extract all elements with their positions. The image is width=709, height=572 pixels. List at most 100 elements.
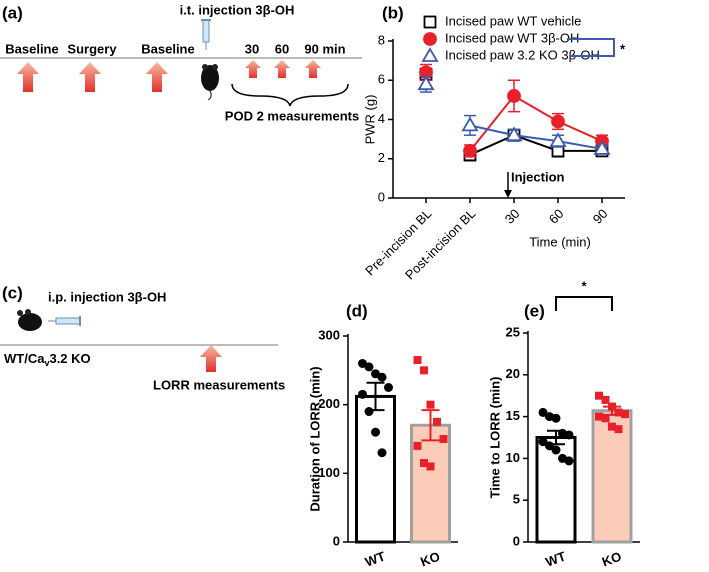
y-tick-label: 5 <box>513 492 520 507</box>
x-axis-label: Time (min) <box>529 234 591 249</box>
syringe <box>48 316 81 326</box>
significance: * <box>581 278 587 293</box>
bar <box>355 394 396 544</box>
y-tick-label: 8 <box>378 32 385 47</box>
time-label: 60 <box>275 41 289 56</box>
legend-label: Incised paw WT 3β-OH <box>445 30 579 45</box>
marker <box>593 140 611 155</box>
data-point <box>371 427 380 437</box>
measurements-text: LORR measurements <box>153 377 285 392</box>
panel-label: (b) <box>382 3 404 22</box>
data-point <box>377 448 387 458</box>
panel-a: (a) i.t. injection 3β-OH Baseline Surger… <box>0 2 362 123</box>
data-point <box>601 414 610 423</box>
group-part: 3.2 KO <box>49 351 90 366</box>
marker <box>463 143 477 158</box>
mouse <box>201 64 219 101</box>
data-point <box>564 456 574 466</box>
y-tick-label: 0 <box>378 189 385 204</box>
data-point <box>433 417 441 426</box>
x-tick-label: KO <box>600 549 623 570</box>
data-point <box>364 362 374 372</box>
y-tick-label: 20 <box>506 366 520 381</box>
series <box>417 75 611 155</box>
marker <box>423 32 437 46</box>
data-point <box>601 395 610 404</box>
group-part: WT/Ca <box>4 351 45 366</box>
marker <box>549 132 567 147</box>
brace <box>231 83 349 107</box>
y-axis-label: PWR (g) <box>362 95 377 145</box>
group-part: v <box>44 358 49 368</box>
x-tick-label: WT <box>544 548 568 569</box>
data-point <box>413 441 422 450</box>
step-label: Baseline <box>141 41 194 56</box>
y-tick-label: 15 <box>506 408 520 423</box>
data-point <box>551 445 561 455</box>
x-tick-label: 60 <box>546 206 567 227</box>
syringe <box>201 19 211 50</box>
panel-label: (e) <box>524 301 545 320</box>
y-tick-label: 0 <box>333 533 340 548</box>
x-tick-label: 30 <box>502 206 523 227</box>
data-point <box>358 389 367 399</box>
data-point <box>413 356 422 365</box>
data-point <box>595 391 603 400</box>
significance-bracket <box>555 296 613 311</box>
data-point <box>608 422 616 431</box>
series <box>419 63 609 158</box>
significance: * <box>620 41 626 56</box>
marker <box>423 15 437 29</box>
data-point <box>384 383 393 392</box>
y-tick-label: 100 <box>318 465 340 480</box>
measurements-text: POD 2 measurements <box>225 108 359 123</box>
data-point <box>621 410 629 419</box>
line-segment <box>513 134 559 152</box>
line-segment <box>557 140 603 150</box>
line-segment <box>469 134 515 156</box>
step-label: Surgery <box>67 41 117 56</box>
data-point <box>426 462 435 471</box>
data-point <box>420 459 428 468</box>
panel-c: (c) i.p. injection 3β-OH WT/Cav3.2 KO LO… <box>0 283 285 392</box>
panel-label: (a) <box>2 3 23 22</box>
data-point <box>614 425 623 434</box>
mouse <box>17 309 42 331</box>
marker <box>417 75 435 91</box>
data-point <box>614 408 623 417</box>
data-point <box>595 412 603 421</box>
injection-text: i.t. injection 3β-OH <box>180 2 295 17</box>
annotation: Injection <box>511 169 565 184</box>
group-text: WT/Cav3.2 KO <box>4 351 91 368</box>
y-tick-label: 10 <box>506 450 520 465</box>
legend-label: Incised paw 3.2 KO 3β-OH <box>445 47 600 62</box>
data-point <box>420 366 428 375</box>
y-tick-label: 25 <box>506 324 520 339</box>
time-label: 30 <box>245 41 259 56</box>
panel-label: (c) <box>2 283 23 302</box>
arrow <box>200 345 222 372</box>
panel-label: (d) <box>346 301 368 320</box>
time-label: 90 min <box>304 41 345 56</box>
marker <box>507 89 521 103</box>
data-point <box>377 372 387 382</box>
injection-arrow-head <box>504 190 512 198</box>
y-tick-label: 300 <box>318 327 340 342</box>
x-tick-label: WT <box>363 548 387 569</box>
line-segment <box>513 95 559 123</box>
data-point <box>426 400 435 409</box>
arrows <box>17 60 321 92</box>
line-segment <box>513 134 559 143</box>
line-segment <box>557 120 603 143</box>
y-tick-label: 200 <box>318 396 340 411</box>
data-point <box>551 413 561 423</box>
marker <box>461 116 479 132</box>
line-segment <box>469 95 515 152</box>
legend-label: Incised paw WT vehicle <box>445 13 581 28</box>
y-axis-label: Time to LORR (min) <box>487 377 502 499</box>
data-point <box>439 435 448 443</box>
significance-bracket <box>567 38 615 57</box>
y-tick-label: 2 <box>378 150 385 165</box>
y-tick-label: 6 <box>378 72 385 87</box>
